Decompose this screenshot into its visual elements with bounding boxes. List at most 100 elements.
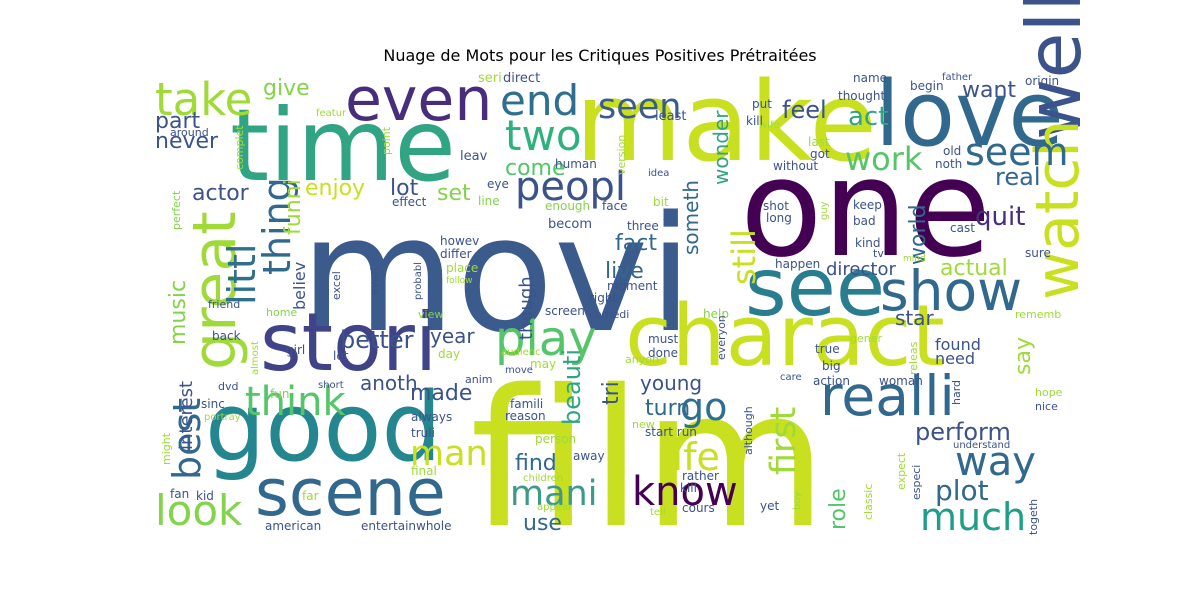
word-act: act	[848, 102, 888, 132]
word-better: better	[340, 326, 414, 354]
word-last: last	[808, 135, 830, 149]
word-thought: thought	[838, 89, 885, 103]
word-lot: lot	[390, 176, 419, 201]
word-without: without	[773, 159, 818, 173]
word-audienc: audienc	[501, 347, 541, 358]
word-see: see	[745, 241, 885, 334]
word-care: care	[780, 372, 802, 383]
word-mani: mani	[510, 474, 597, 514]
word-point: point	[380, 126, 393, 155]
word-featur: featur	[316, 108, 347, 119]
word-fun: fun	[270, 387, 289, 401]
word-much: much	[920, 495, 1026, 539]
word-big: big	[822, 359, 841, 373]
word-first: first	[764, 407, 804, 475]
word-interest: interest	[176, 381, 197, 450]
word-moment: moment	[607, 279, 658, 293]
word-perfect: perfect	[170, 190, 183, 230]
word-friend: friend	[208, 298, 240, 311]
word-line: line	[478, 194, 500, 208]
word-star: star	[895, 306, 935, 330]
word-film: film	[470, 349, 828, 570]
word-screen: screen	[545, 304, 585, 318]
word-eye: eye	[487, 177, 509, 191]
word-boy: boy	[792, 492, 803, 510]
word-especi: especi	[910, 465, 923, 500]
word-begin: begin	[910, 79, 944, 93]
word-made: made	[410, 381, 472, 406]
word-help: help	[703, 307, 729, 321]
word-may: may	[530, 357, 556, 371]
word-origin: origin	[1025, 74, 1059, 88]
word-noth: noth	[935, 157, 962, 171]
word-anoth: anoth	[360, 371, 418, 395]
word-thing: thing	[255, 177, 299, 275]
word-stori: stori	[260, 296, 437, 389]
word-human: human	[555, 157, 597, 171]
word-make: make	[575, 58, 877, 186]
word-still: still	[725, 229, 763, 285]
word-world: world	[906, 204, 931, 265]
word-anim: anim	[465, 373, 492, 386]
word-beauti: beauti	[558, 349, 586, 425]
word-right: right	[589, 291, 617, 305]
word-new: new	[632, 418, 655, 431]
word-final: final	[411, 464, 437, 478]
word-kid: kid	[196, 489, 214, 503]
word-seem: seem	[965, 130, 1069, 174]
word-live: live	[605, 259, 644, 284]
word-tv: tv	[873, 247, 884, 260]
word-plot: plot	[935, 474, 989, 507]
word-although: although	[742, 406, 755, 455]
word-hope: hope	[1035, 386, 1063, 399]
word-tell: tell	[650, 507, 666, 518]
word-mind: mind	[903, 254, 926, 264]
word-never: never	[155, 129, 219, 154]
word-kill: kill	[746, 114, 763, 128]
word-around: around	[170, 126, 209, 139]
word-fan: fan	[170, 487, 189, 501]
word-guy: guy	[819, 201, 830, 220]
word-got: got	[810, 147, 830, 161]
word-cours: cours	[682, 501, 715, 515]
word-everyon: everyon	[715, 315, 728, 360]
word-good: good	[205, 373, 442, 483]
word-true: true	[815, 342, 840, 356]
word-howev: howev	[440, 234, 479, 248]
word-probabl: probabl	[413, 262, 424, 300]
word-feel: feel	[782, 96, 827, 124]
word-set: set	[437, 181, 471, 206]
word-might: might	[160, 432, 173, 465]
word-woman: woman	[879, 374, 923, 388]
word-famili: famili	[510, 397, 543, 411]
word-love: love	[875, 62, 1064, 167]
word-even: even	[345, 65, 492, 135]
word-version: version	[615, 135, 628, 175]
word-gener: gener	[850, 332, 882, 345]
word-quit: quit	[975, 202, 1025, 232]
word-think: think	[245, 379, 347, 425]
word-bad: bad	[853, 214, 876, 228]
word-truli: truli	[411, 426, 435, 440]
word-way: way	[955, 439, 1036, 485]
word-end: end	[500, 76, 579, 125]
word-let: let	[333, 349, 349, 363]
word-home: home	[266, 306, 297, 319]
word-scene: scene	[255, 456, 446, 531]
word-entertainwhole: entertainwhole	[361, 519, 452, 533]
word-action: action	[813, 374, 850, 388]
word-part: part	[155, 109, 200, 134]
word-understand: understand	[953, 440, 1010, 451]
word-go: go	[680, 385, 727, 429]
word-comedi: comedi	[589, 308, 629, 321]
word-cast: cast	[950, 221, 975, 235]
word-girl: girl	[286, 343, 305, 357]
word-place: place	[446, 261, 478, 275]
word-need: need	[935, 349, 975, 368]
word-rather: rather	[682, 469, 719, 483]
word-wonder: wonder	[709, 110, 733, 185]
word-away: away	[573, 449, 605, 463]
word-well: well	[1010, 0, 1098, 140]
word-short: short	[318, 380, 344, 391]
